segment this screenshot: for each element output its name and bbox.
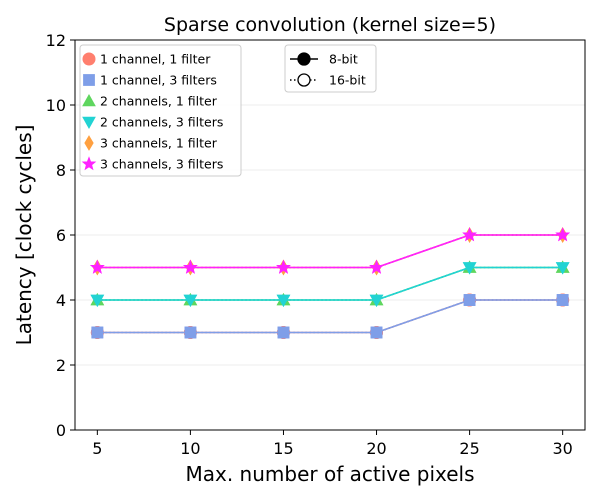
legend-marker xyxy=(82,116,96,130)
series-line-8bit xyxy=(97,234,563,269)
series-layer xyxy=(90,227,570,339)
data-point-8bit xyxy=(463,294,476,306)
x-tick-label: 5 xyxy=(92,439,102,458)
y-tick-label: 6 xyxy=(56,226,66,245)
series-line-16bit xyxy=(97,234,563,269)
series-line-8bit xyxy=(97,266,563,301)
legend-marker xyxy=(82,52,96,66)
data-point-8bit xyxy=(370,326,383,339)
legend-label: 3 channels, 1 filter xyxy=(100,136,218,151)
data-point-8bit xyxy=(90,259,105,274)
x-axis-label: Max. number of active pixels xyxy=(185,462,474,486)
data-point-8bit xyxy=(184,326,197,339)
series-legend-box xyxy=(79,44,242,177)
x-tick-label: 15 xyxy=(273,439,293,458)
x-tick-label: 25 xyxy=(459,439,479,458)
x-tick-label: 30 xyxy=(552,439,572,458)
legend-label: 3 channels, 3 filters xyxy=(100,157,223,172)
series-line-16bit xyxy=(97,266,563,301)
style-legend: 8-bit 16-bit xyxy=(284,44,377,93)
x-tick-label: 10 xyxy=(180,439,200,458)
data-point-8bit xyxy=(556,294,569,306)
y-axis-label: Latency [clock cycles] xyxy=(12,125,36,346)
data-point-8bit xyxy=(276,294,291,308)
series-line-8bit xyxy=(97,299,563,334)
data-point-8bit xyxy=(369,259,384,274)
data-point-8bit xyxy=(555,227,570,242)
series-3 xyxy=(90,262,570,308)
y-tick-label: 8 xyxy=(56,161,66,180)
data-point-8bit xyxy=(277,326,290,339)
series-line-16bit xyxy=(97,299,563,334)
data-point-8bit xyxy=(555,262,570,275)
series-5 xyxy=(90,227,570,274)
chart-title: Sparse convolution (kernel size=5) xyxy=(164,14,496,36)
series-1 xyxy=(91,294,569,339)
legend-marker xyxy=(84,135,94,151)
y-tick-label: 4 xyxy=(56,291,66,310)
series-line-16bit xyxy=(97,299,563,334)
x-tick-label: 20 xyxy=(366,439,386,458)
data-point-8bit xyxy=(91,326,104,339)
legend-marker xyxy=(83,74,95,86)
data-point-8bit xyxy=(276,259,291,274)
data-point-8bit xyxy=(369,294,384,308)
legend-label: 2 channels, 1 filter xyxy=(100,94,218,109)
legend-marker xyxy=(297,73,311,87)
legend-label: 1 channel, 3 filters xyxy=(100,73,217,88)
legend-marker xyxy=(81,156,97,171)
axis-layer: 0 2 4 6 8 10 12 5 10 15 20 25 30 xyxy=(46,31,573,458)
data-point-8bit xyxy=(462,262,477,275)
data-point-8bit xyxy=(462,227,477,242)
legend-marker xyxy=(297,52,311,66)
y-tick-label: 0 xyxy=(56,421,66,440)
legend-label: 1 channel, 1 filter xyxy=(100,52,211,67)
series-line-8bit xyxy=(97,299,563,334)
y-tick-label: 10 xyxy=(46,96,66,115)
series-line-8bit xyxy=(97,266,563,301)
data-point-8bit xyxy=(183,294,198,308)
legend-label: 2 channels, 3 filters xyxy=(100,115,223,130)
legend-layer: 1 channel, 1 filter 1 channel, 3 filters 2… xyxy=(79,44,377,177)
data-point-8bit xyxy=(183,259,198,274)
legend-marker xyxy=(82,93,96,107)
y-tick-label: 12 xyxy=(46,31,66,50)
series-line-16bit xyxy=(97,234,563,269)
legend-label: 16-bit xyxy=(329,73,366,88)
series-line-8bit xyxy=(97,234,563,269)
series-line-16bit xyxy=(97,266,563,301)
legend-label: 8-bit xyxy=(329,52,358,67)
y-tick-label: 2 xyxy=(56,356,66,375)
series-legend: 1 channel, 1 filter 1 channel, 3 filters 2… xyxy=(79,44,242,177)
data-point-8bit xyxy=(90,294,105,308)
